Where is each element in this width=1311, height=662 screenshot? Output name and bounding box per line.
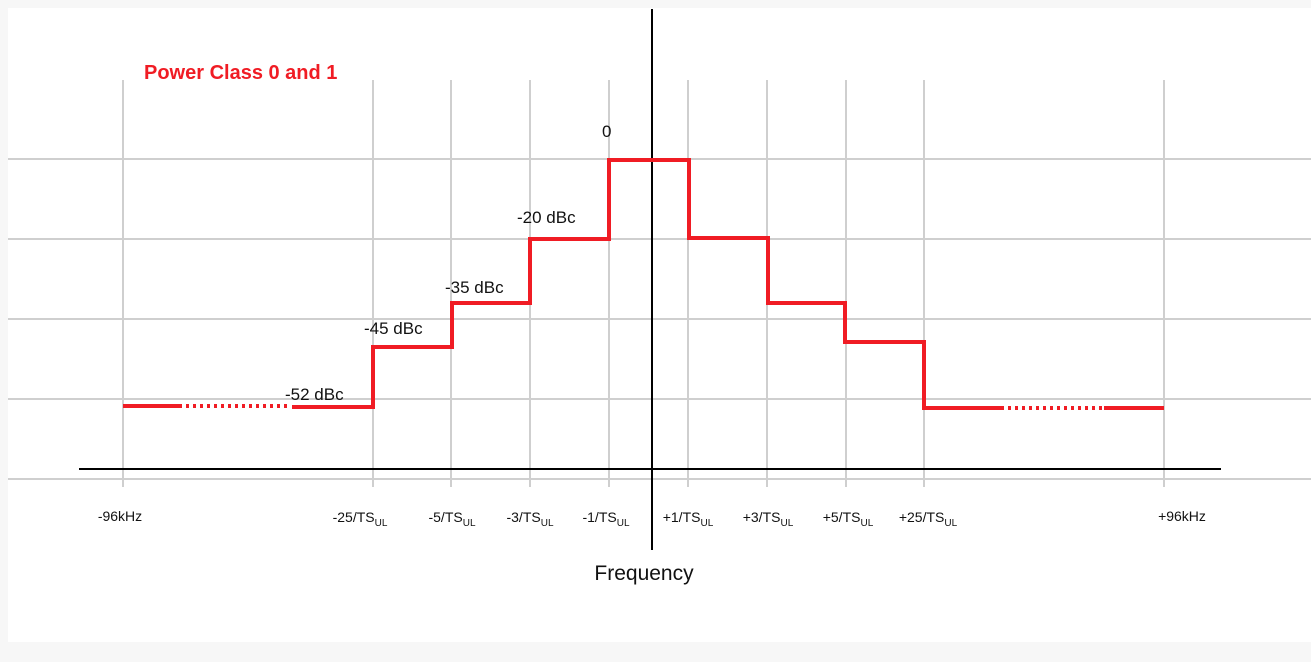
frequency-tick-labels: -96kHz -25/TSUL -5/TSUL -3/TSUL -1/TSUL … bbox=[98, 508, 1206, 529]
mask-step-outline bbox=[292, 158, 1004, 410]
tick-label-minus-5-ts: -5/TSUL bbox=[428, 509, 475, 529]
diagram-panel bbox=[8, 8, 1311, 642]
vertical-gridlines bbox=[122, 80, 1165, 487]
level-label-minus-52: -52 dBc bbox=[285, 385, 344, 404]
tick-label-plus-96khz: +96kHz bbox=[1158, 508, 1206, 524]
diagram-title: Power Class 0 and 1 bbox=[144, 62, 337, 84]
level-label-minus-45: -45 dBc bbox=[364, 319, 423, 338]
tick-label-plus-1-ts: +1/TSUL bbox=[663, 509, 714, 529]
tick-label-minus-25-ts: -25/TSUL bbox=[333, 509, 388, 529]
level-label-minus-20: -20 dBc bbox=[517, 208, 576, 227]
tick-label-minus-1-ts: -1/TSUL bbox=[582, 509, 629, 529]
spectrum-mask bbox=[123, 158, 1164, 410]
x-axis-label: Frequency bbox=[594, 562, 694, 585]
tick-label-minus-3-ts: -3/TSUL bbox=[506, 509, 553, 529]
tick-label-plus-5-ts: +5/TSUL bbox=[823, 509, 874, 529]
level-label-peak: 0 bbox=[602, 122, 611, 141]
level-label-minus-35: -35 dBc bbox=[445, 278, 504, 297]
tick-label-plus-25-ts: +25/TSUL bbox=[899, 509, 958, 529]
horizontal-gridlines bbox=[8, 158, 1311, 480]
tick-label-minus-96khz: -96kHz bbox=[98, 508, 142, 524]
tick-label-plus-3-ts: +3/TSUL bbox=[743, 509, 794, 529]
